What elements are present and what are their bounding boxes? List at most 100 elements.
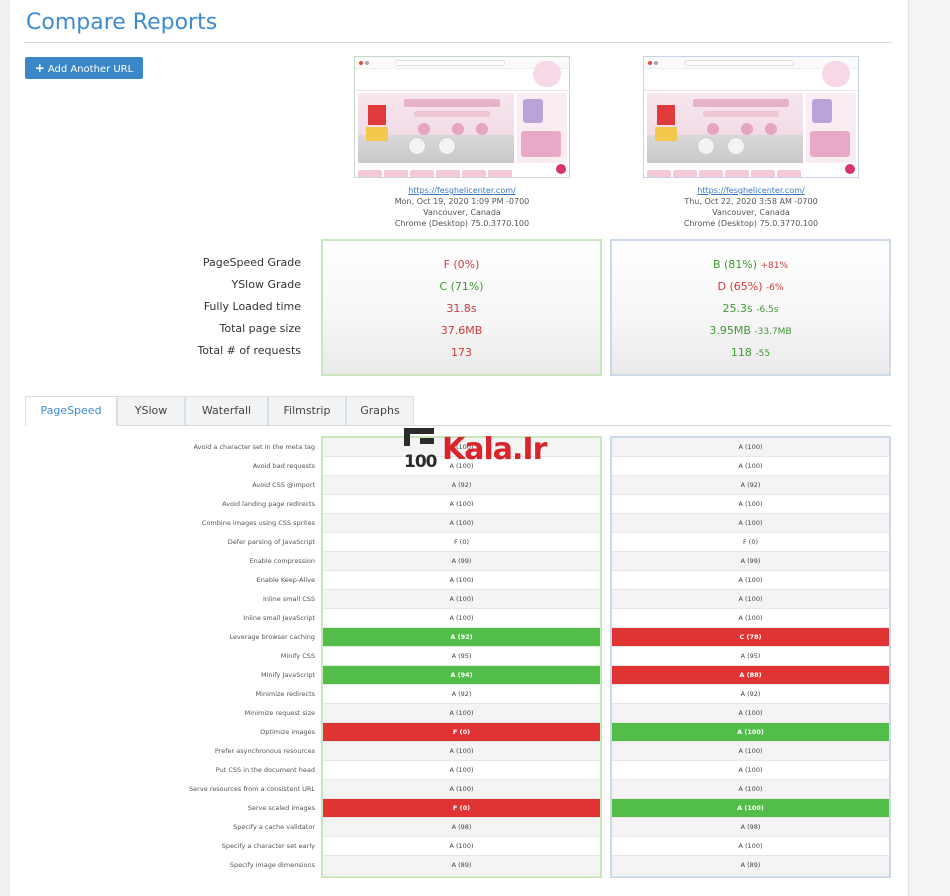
banner-text-shape (414, 111, 490, 117)
report-b-location: Vancouver, Canada (712, 208, 790, 217)
report-b-url[interactable]: https://fesghelicenter.com/ (697, 186, 805, 195)
report-a-screenshot[interactable] (354, 56, 570, 178)
rule-label: Optimize images (260, 728, 315, 736)
thumb-image (725, 170, 749, 177)
gift-box-image (657, 105, 675, 125)
report-a-date: Mon, Oct 19, 2020 1:09 PM -0700 (394, 197, 530, 206)
summary-value-a: 173 (451, 346, 472, 359)
rule-grade-a: A (92) (323, 476, 600, 495)
summary-value-b: D (65%) (717, 280, 763, 293)
summary-delta-b: -6.5s (756, 305, 779, 315)
rule-grade-b: A (100) (612, 780, 889, 799)
page-title: Compare Reports (26, 10, 218, 35)
rule-grade-b: A (100) (612, 495, 889, 514)
rule-label: Enable Keep-Alive (256, 576, 315, 584)
thumb-image (673, 170, 697, 177)
report-a-browser: Chrome (Desktop) 75.0.3770.100 (394, 219, 530, 228)
report-a-meta: https://fesghelicenter.com/ Mon, Oct 19,… (354, 185, 570, 229)
rule-grade-a: A (98) (323, 818, 600, 837)
banner-text-shape (703, 111, 779, 117)
report-a-url[interactable]: https://fesghelicenter.com/ (408, 186, 516, 195)
rule-grade-a: F (0) (323, 533, 600, 552)
rule-grade-b: A (100) (612, 571, 889, 590)
summary-row-b: B (81%) +81% (612, 254, 889, 276)
rule-label: Specify a character set early (221, 842, 315, 850)
summary-labels: PageSpeed Grade YSlow Grade Fully Loaded t… (160, 252, 301, 362)
rule-label: Combine images using CSS sprites (201, 519, 315, 527)
rule-grade-b: A (92) (612, 685, 889, 704)
rule-grade-b: A (100) (612, 837, 889, 856)
site-topbar (355, 57, 569, 69)
rule-grade-a: A (100) (323, 514, 600, 533)
rule-grade-a: A (94) (323, 666, 600, 685)
rule-grade-b: A (100) (612, 723, 889, 742)
summary-value-b: 3.95MB (709, 324, 751, 337)
report-b-screenshot[interactable] (643, 56, 859, 178)
rule-grade-a: A (100) (323, 704, 600, 723)
rule-grade-b: A (100) (612, 438, 889, 457)
rule-label: Avoid bad requests (252, 462, 315, 470)
rule-grade-a: A (89) (323, 856, 600, 875)
site-navbar (355, 61, 569, 91)
tabs-divider (116, 425, 892, 426)
baby-image (408, 137, 426, 155)
rule-grade-a: A (95) (323, 647, 600, 666)
rule-grade-b: A (92) (612, 476, 889, 495)
summary-value-a: F (0%) (443, 258, 480, 271)
gift-box-image (366, 127, 388, 141)
rule-grade-b: A (100) (612, 742, 889, 761)
rule-label: Minify JavaScript (260, 671, 315, 679)
thumb-image (436, 170, 460, 177)
add-url-button[interactable]: + Add Another URL (25, 57, 143, 79)
rule-grade-b: A (100) (612, 799, 889, 818)
rule-label: Avoid CSS @import (252, 481, 315, 489)
site-thumbnails (647, 165, 855, 177)
rule-label: Inline small CSS (262, 595, 315, 603)
rule-grade-a: A (99) (323, 552, 600, 571)
tab-yslow[interactable]: YSlow (117, 396, 185, 426)
summary-value-a: 37.6MB (440, 324, 483, 337)
site-side-banner (806, 93, 856, 163)
rule-grade-b: A (98) (612, 818, 889, 837)
thumb-image (410, 170, 434, 177)
dot-icon (654, 61, 658, 65)
summary-label: Total page size (219, 322, 302, 335)
circle-image (741, 123, 753, 135)
baby-image (727, 137, 745, 155)
tab-pagespeed[interactable]: PageSpeed (25, 396, 117, 426)
report-a-location: Vancouver, Canada (423, 208, 501, 217)
rule-grade-b: A (100) (612, 590, 889, 609)
rule-grade-a: A (100) (323, 438, 600, 457)
right-gutter (908, 0, 950, 896)
summary-label: YSlow Grade (231, 278, 301, 291)
circle-image (476, 123, 488, 135)
summary-label: Fully Loaded time (203, 300, 301, 313)
summary-row-b: 118 -55 (612, 342, 889, 364)
rule-label: Specify image dimensions (229, 861, 315, 869)
rule-label: Avoid a character set in the meta tag (193, 443, 315, 451)
site-navbar (644, 61, 858, 91)
rule-grade-a: A (100) (323, 495, 600, 514)
rule-grade-a: A (100) (323, 571, 600, 590)
rule-label: Prefer asynchronous resources (214, 747, 315, 755)
rule-grade-b: A (88) (612, 666, 889, 685)
rule-grade-a: F (0) (323, 723, 600, 742)
summary-delta-b: -33.7MB (754, 327, 792, 337)
title-divider (24, 42, 892, 43)
summary-row-b: 25.3s -6.5s (612, 298, 889, 320)
rule-grade-a: A (100) (323, 761, 600, 780)
summary-value-b: 118 (730, 346, 752, 359)
rule-label: Avoid landing page redirects (222, 500, 315, 508)
rule-grade-b: A (99) (612, 552, 889, 571)
thumb-image (777, 170, 801, 177)
rules-column-b: A (100) A (100) A (92) A (100) A (100) F (0) A… (610, 436, 891, 878)
banner-text-shape (693, 99, 789, 107)
tab-waterfall[interactable]: Waterfall (185, 396, 268, 426)
thumb-image (699, 170, 723, 177)
rule-grade-a: A (100) (323, 590, 600, 609)
summary-label: PageSpeed Grade (202, 256, 301, 269)
rule-label: Specify a cache validator (233, 823, 315, 831)
tab-filmstrip[interactable]: Filmstrip (268, 396, 346, 426)
tab-graphs[interactable]: Graphs (346, 396, 414, 426)
report-b-date: Thu, Oct 22, 2020 3:58 AM -0700 (684, 197, 818, 206)
